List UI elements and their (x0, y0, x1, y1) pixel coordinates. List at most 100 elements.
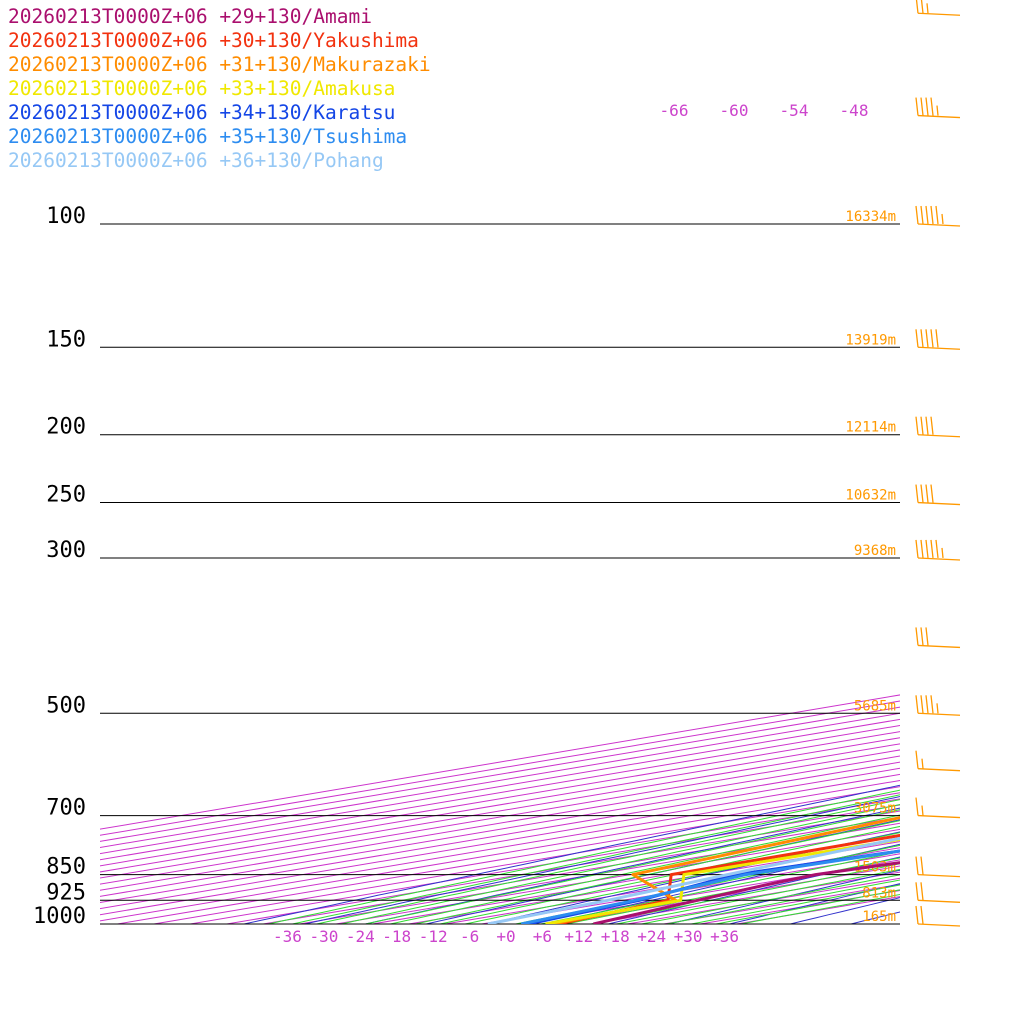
legend: 20260213T0000Z+06 +29+130/Amami 20260213T… (8, 5, 431, 173)
temperature-tick-label: +18 (601, 927, 630, 946)
height-label: 9368m (854, 543, 896, 559)
height-label: 813m (862, 885, 896, 901)
wind-barbs (915, 0, 961, 927)
moist-adiabat-line (588, 863, 900, 924)
temperature-tick-label: -36 (273, 927, 302, 946)
height-label: 10632m (845, 488, 896, 504)
isotherm-line (100, 706, 900, 842)
isotherm-grid (100, 694, 900, 924)
isotherm-line (554, 865, 900, 924)
dry-adiabat-line (545, 843, 900, 924)
isotherm-line (481, 853, 900, 924)
temperature-tick-label: +12 (564, 927, 593, 946)
temperature-tick-label: -18 (382, 927, 411, 946)
moist-adiabat-line (314, 799, 900, 924)
temperature-tick-label: -24 (346, 927, 375, 946)
height-label: 13919m (845, 332, 896, 348)
isotherm-line (100, 700, 900, 836)
isotherm-upper-label: -54 (780, 101, 809, 120)
series-line-7 (487, 836, 900, 924)
wind-barb (915, 0, 961, 16)
legend-item: 20260213T0000Z+06 +35+130/Tsushima (8, 125, 408, 148)
temperature-tick-label: -6 (460, 927, 479, 946)
dry-adiabat-line (848, 911, 900, 924)
legend-item: 20260213T0000Z+06 +29+130/Amami (8, 5, 372, 28)
legend-item: 20260213T0000Z+06 +34+130/Karatsu (8, 101, 396, 124)
wind-barb (915, 882, 961, 903)
isotherm-line (445, 847, 900, 924)
isotherm-line (590, 871, 900, 924)
moist-adiabat-line (265, 789, 900, 924)
moist-adiabat-line (412, 820, 900, 924)
pressure-tick-label: 150 (46, 327, 86, 352)
temperature-tick-label: +6 (533, 927, 552, 946)
wind-barb (915, 484, 961, 506)
isotherm-upper-label: -60 (720, 101, 749, 120)
moist-adiabat-line (437, 825, 900, 924)
moist-adiabat-line (513, 844, 900, 924)
moist-adiabat-line (737, 894, 900, 924)
pressure-tick-label: 200 (46, 415, 86, 440)
dry-adiabat-line (788, 897, 900, 924)
pressure-tick-label: 250 (46, 483, 86, 508)
moist-adiabat-line (462, 832, 900, 924)
wind-barb (915, 750, 961, 772)
height-label: 165m (862, 909, 896, 925)
wind-barb (915, 856, 961, 878)
isotherm-upper-label: -66 (660, 101, 689, 120)
dry-adiabat-line (727, 883, 900, 924)
dry-adiabat-line (606, 856, 900, 924)
temperature-tick-label: +0 (496, 927, 515, 946)
isotherm-upper-label: -48 (840, 101, 869, 120)
isotherm-line (100, 712, 900, 849)
temperature-tick-label: +36 (710, 927, 739, 946)
dry-adiabat-grid (241, 0, 1024, 939)
dry-adiabat-line (852, 0, 1024, 939)
moist-adiabat-line (613, 868, 900, 924)
isotherm-line (518, 859, 900, 924)
wind-barb (915, 539, 961, 561)
pressure-tick-label: 925 (46, 880, 86, 905)
pressure-tick-label: 1000 (33, 904, 86, 929)
wind-barb (915, 695, 961, 716)
series-line-1 (593, 861, 900, 924)
dry-adiabat-line (666, 869, 900, 924)
isotherm-line (100, 786, 900, 922)
moist-adiabat-line (289, 794, 900, 924)
pressure-tick-label: 700 (46, 796, 86, 821)
moist-adiabat-line (663, 879, 900, 924)
isotherm-line (263, 816, 900, 924)
legend-item: 20260213T0000Z+06 +33+130/Amakusa (8, 77, 396, 100)
series-line-6 (520, 849, 900, 924)
temperature-tick-label: -30 (309, 927, 338, 946)
isotherm-line (100, 779, 900, 916)
dry-adiabat-line (423, 819, 900, 924)
isotherm-line (100, 718, 900, 855)
isotherm-line (299, 822, 900, 924)
moist-adiabat-line (387, 814, 900, 924)
temperature-tick-label: -12 (419, 927, 448, 946)
legend-item: 20260213T0000Z+06 +36+130/Pohang (8, 149, 384, 172)
dry-adiabat-line (914, 0, 1024, 939)
wind-barb (915, 205, 961, 227)
moist-adiabat-line (338, 803, 900, 924)
wind-barb (915, 627, 961, 649)
wind-barb (915, 797, 961, 819)
isotherm-line (700, 889, 900, 924)
moist-adiabat-line (363, 809, 900, 924)
isotherm-line (100, 694, 900, 830)
dry-adiabat-line (302, 796, 900, 924)
pressure-tick-label: 100 (46, 204, 86, 229)
isobar-lines (100, 223, 900, 925)
isotherm-line (408, 841, 900, 924)
isotherm-upper-labels: -66 -60 -54 -48 (660, 101, 869, 120)
series-line-2 (558, 833, 900, 924)
isotherm-line (117, 792, 900, 924)
pressure-tick-label: 300 (46, 538, 86, 563)
wind-barb (915, 329, 961, 350)
series-line-5 (528, 849, 900, 924)
height-label: 12114m (845, 420, 896, 436)
isotherm-line (663, 883, 900, 924)
sounding-series (487, 816, 900, 924)
